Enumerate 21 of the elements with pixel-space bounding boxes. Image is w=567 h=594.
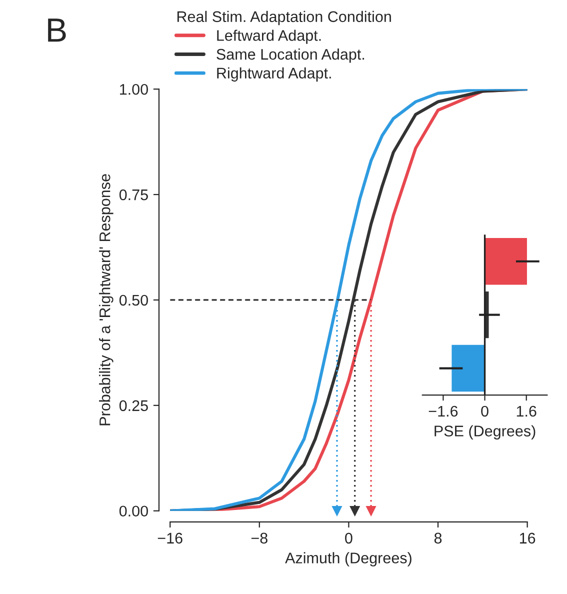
- x-tick-label: −16: [158, 532, 182, 544]
- x-tick-label: 1.6: [516, 406, 536, 417]
- y-tick-label: 0.50: [119, 294, 148, 306]
- legend-label: Rightward Adapt.: [217, 67, 331, 82]
- x-tick-label: −8: [251, 532, 268, 544]
- legend-label: Same Location Adapt.: [216, 48, 364, 63]
- y-axis-title: Probability of a 'Rightward' Response: [99, 174, 114, 426]
- x-axis-title: PSE (Degrees): [434, 425, 536, 440]
- x-tick-label: 8: [434, 532, 442, 544]
- y-tick-label: 0.75: [119, 189, 148, 200]
- x-tick-label: 16: [520, 532, 536, 544]
- y-tick-label: 0.00: [119, 506, 148, 517]
- y-tick-label: 0.25: [119, 400, 148, 412]
- legend-title: Real Stim. Adaptation Condition: [177, 10, 391, 26]
- x-tick-label: 0: [481, 406, 488, 417]
- y-tick-label: 1.00: [120, 84, 148, 95]
- x-axis-title: Azimuth (Degrees): [285, 552, 412, 566]
- text: B: [48, 18, 66, 42]
- x-tick-label: 0: [345, 532, 352, 544]
- x-tick-label: −1.6: [428, 406, 458, 417]
- legend-label: Leftward Adapt.: [217, 30, 321, 44]
